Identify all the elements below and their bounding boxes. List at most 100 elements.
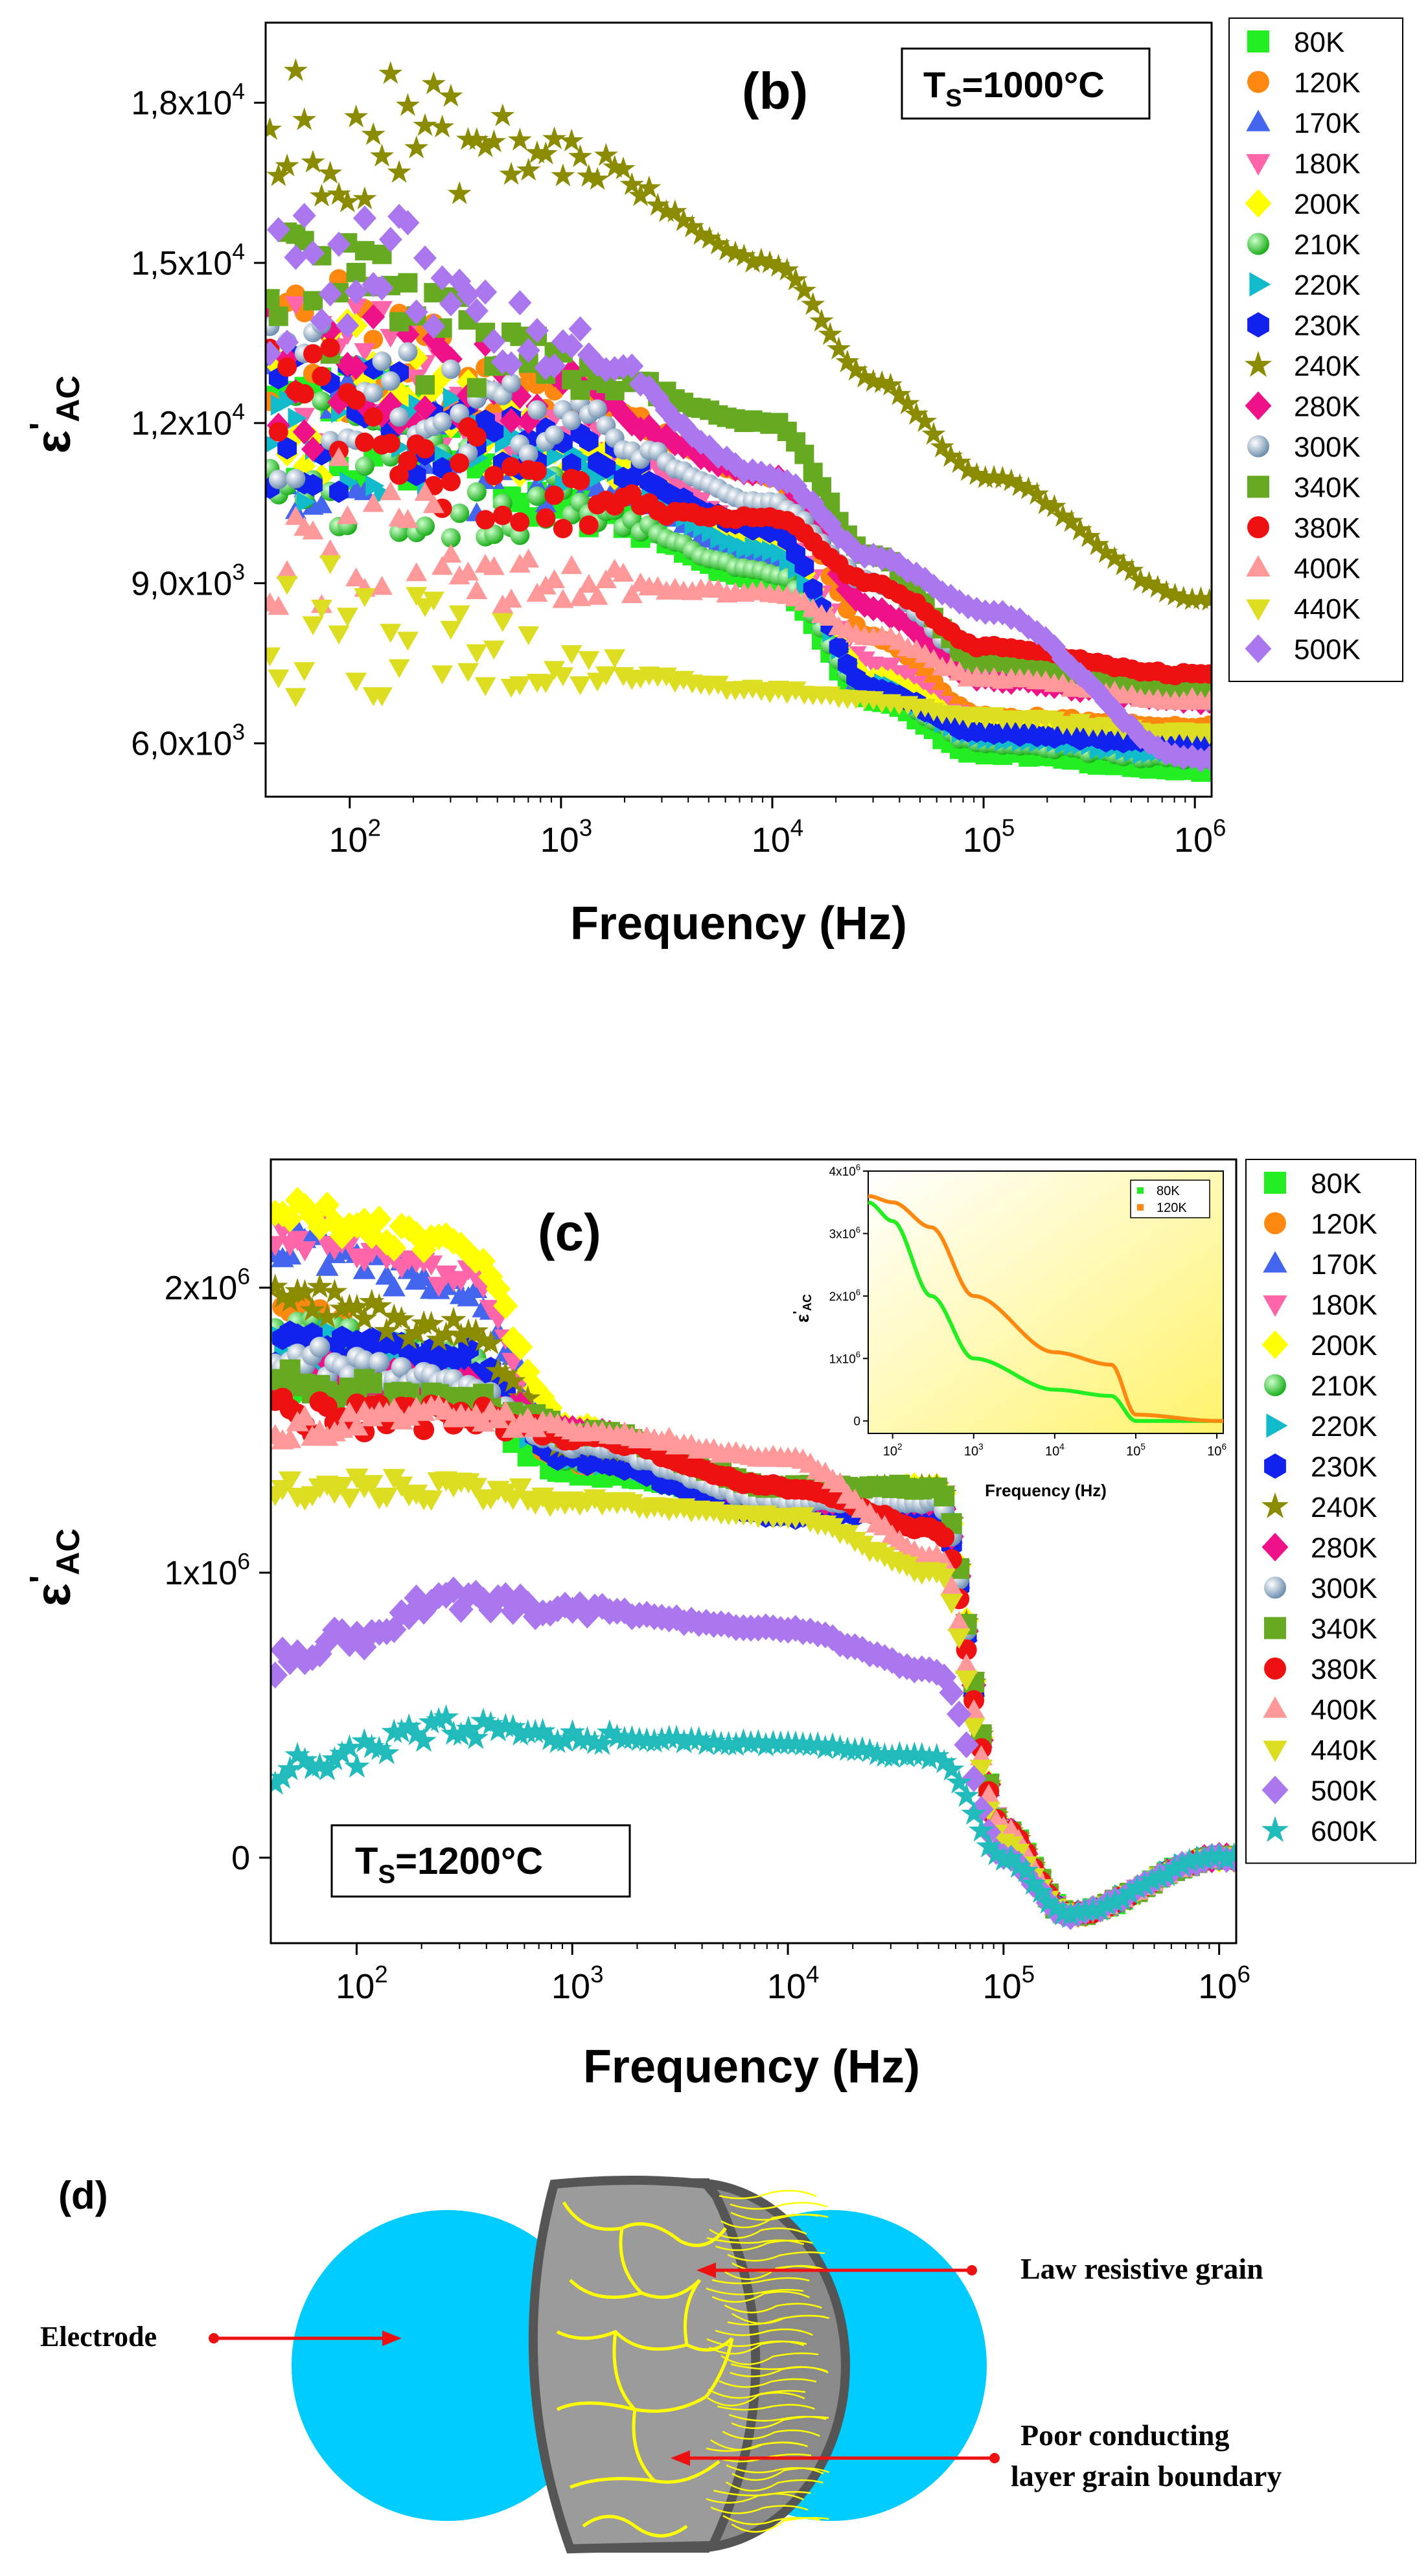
data-point bbox=[1094, 1891, 1121, 1916]
data-point bbox=[509, 553, 531, 573]
data-point bbox=[515, 1358, 540, 1385]
data-point bbox=[553, 519, 573, 539]
data-point bbox=[968, 1817, 995, 1842]
data-point bbox=[946, 1769, 972, 1794]
data-point bbox=[398, 342, 418, 362]
legend-label: 200K bbox=[1311, 1330, 1377, 1362]
data-point bbox=[507, 1721, 534, 1746]
data-point bbox=[570, 380, 590, 400]
legend-label: 600K bbox=[1311, 1816, 1377, 1847]
data-point bbox=[1051, 503, 1076, 527]
legend-label: 80K bbox=[1294, 27, 1344, 58]
data-point bbox=[457, 663, 479, 683]
data-point bbox=[328, 625, 350, 644]
data-point bbox=[420, 1490, 443, 1511]
data-point bbox=[1177, 1847, 1203, 1873]
panel-b-title: (b) bbox=[742, 62, 808, 120]
data-point bbox=[518, 353, 538, 373]
data-point bbox=[500, 1598, 525, 1625]
data-point bbox=[415, 516, 435, 536]
data-point bbox=[378, 227, 402, 253]
data-point bbox=[329, 1295, 355, 1320]
legend-label: 340K bbox=[1294, 472, 1361, 504]
y-tick-label: 1,5x104 bbox=[131, 239, 245, 282]
boundary-arrow-head bbox=[671, 2450, 690, 2466]
data-point bbox=[448, 605, 470, 624]
data-point bbox=[336, 505, 358, 525]
inset-x-tick-label: 103 bbox=[964, 1442, 984, 1459]
data-point bbox=[328, 447, 350, 466]
data-point bbox=[611, 156, 636, 179]
legend-label: 180K bbox=[1311, 1290, 1377, 1321]
data-point bbox=[533, 141, 558, 165]
data-point bbox=[397, 508, 419, 529]
boundary-fine-line bbox=[711, 2290, 810, 2303]
data-point bbox=[366, 1735, 393, 1761]
data-point bbox=[277, 1287, 303, 1312]
data-point bbox=[757, 250, 782, 273]
data-point bbox=[801, 292, 825, 315]
data-point bbox=[622, 467, 642, 490]
panel-d-title: (d) bbox=[58, 2174, 108, 2217]
data-point bbox=[413, 245, 437, 271]
data-point bbox=[492, 1361, 519, 1386]
legend-marker bbox=[1264, 1617, 1286, 1639]
data-point bbox=[277, 437, 297, 460]
data-point bbox=[932, 1568, 956, 1589]
data-point bbox=[284, 1742, 310, 1766]
panel-b-ylabel: ε'AC bbox=[23, 376, 86, 454]
data-point bbox=[327, 181, 351, 205]
data-point bbox=[620, 353, 644, 379]
data-point bbox=[455, 1239, 481, 1267]
data-point bbox=[955, 1670, 978, 1691]
panel-c-annotation-box: TS=1200°C bbox=[330, 1824, 631, 1898]
y-tick-label: 1,2x104 bbox=[131, 400, 245, 442]
data-point bbox=[375, 1487, 398, 1508]
data-point bbox=[301, 150, 325, 173]
x-tick-label: 103 bbox=[551, 1961, 604, 2006]
data-point bbox=[388, 1718, 415, 1743]
data-point bbox=[321, 1279, 348, 1303]
data-point bbox=[523, 1374, 548, 1402]
data-point bbox=[753, 1732, 779, 1757]
data-point bbox=[266, 289, 280, 309]
data-point bbox=[412, 1265, 435, 1286]
data-point bbox=[741, 249, 765, 273]
data-point bbox=[745, 1729, 772, 1753]
data-point bbox=[294, 384, 314, 404]
data-point bbox=[559, 1719, 586, 1744]
panel-b-annotation: TS=1000°C bbox=[923, 64, 1105, 112]
boundary-label-line2: layer grain boundary bbox=[1011, 2459, 1282, 2492]
data-point bbox=[1059, 509, 1084, 532]
data-point bbox=[336, 608, 358, 627]
legend-label: 380K bbox=[1294, 512, 1361, 544]
data-point bbox=[612, 562, 634, 582]
data-point bbox=[286, 1231, 309, 1251]
data-point bbox=[976, 1833, 1002, 1858]
data-point bbox=[818, 322, 842, 345]
data-point bbox=[279, 1428, 302, 1448]
data-point bbox=[271, 1273, 288, 1298]
data-point bbox=[574, 1726, 601, 1751]
data-point bbox=[470, 1586, 496, 1614]
data-point bbox=[271, 1636, 295, 1664]
legend-marker bbox=[1261, 1816, 1289, 1842]
data-point bbox=[649, 1726, 675, 1751]
grain-boundary-crack bbox=[684, 2279, 702, 2345]
data-point bbox=[470, 1707, 496, 1733]
data-point bbox=[396, 210, 420, 236]
boundary-fine-line bbox=[715, 2239, 813, 2251]
data-point bbox=[310, 599, 332, 619]
data-point bbox=[970, 1759, 993, 1780]
data-point bbox=[909, 1742, 935, 1766]
data-point bbox=[432, 556, 454, 575]
data-point bbox=[439, 291, 463, 317]
y-tick-label: 6,0x103 bbox=[131, 720, 245, 762]
data-point bbox=[1087, 1896, 1113, 1921]
data-point bbox=[433, 1222, 459, 1249]
panel-c-ylabel: ε'AC bbox=[23, 1529, 86, 1607]
data-point bbox=[1025, 481, 1050, 505]
data-point bbox=[1111, 553, 1136, 576]
data-point bbox=[366, 1293, 393, 1317]
data-point bbox=[514, 1385, 541, 1410]
